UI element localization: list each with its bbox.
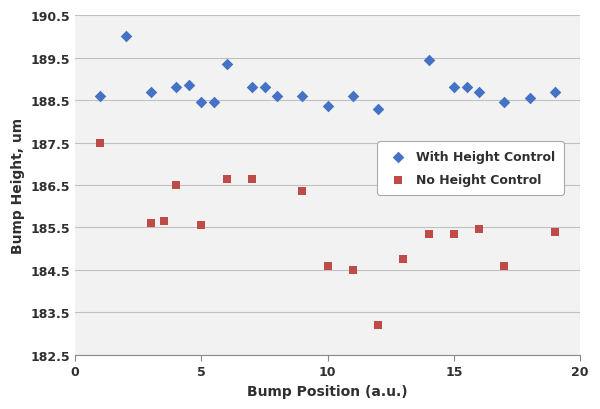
- With Height Control: [146, 89, 156, 96]
- With Height Control: [373, 106, 383, 112]
- No Height Control: [449, 231, 458, 238]
- No Height Control: [197, 222, 206, 228]
- With Height Control: [184, 83, 194, 89]
- X-axis label: Bump Position (a.u.): Bump Position (a.u.): [247, 384, 408, 398]
- With Height Control: [500, 100, 509, 106]
- With Height Control: [424, 57, 433, 64]
- With Height Control: [121, 34, 130, 40]
- With Height Control: [95, 93, 105, 100]
- Legend: With Height Control, No Height Control: With Height Control, No Height Control: [377, 142, 564, 195]
- With Height Control: [222, 61, 232, 68]
- No Height Control: [550, 229, 560, 236]
- No Height Control: [172, 182, 181, 189]
- No Height Control: [348, 267, 358, 274]
- No Height Control: [159, 218, 169, 225]
- No Height Control: [323, 263, 332, 270]
- With Height Control: [209, 100, 219, 106]
- No Height Control: [500, 263, 509, 270]
- With Height Control: [260, 85, 269, 91]
- With Height Control: [462, 85, 472, 91]
- With Height Control: [550, 89, 560, 96]
- No Height Control: [146, 220, 156, 227]
- With Height Control: [272, 93, 282, 100]
- No Height Control: [298, 189, 307, 195]
- With Height Control: [323, 104, 332, 110]
- With Height Control: [525, 95, 535, 102]
- No Height Control: [247, 176, 257, 182]
- No Height Control: [398, 256, 408, 263]
- With Height Control: [449, 85, 458, 91]
- No Height Control: [373, 322, 383, 329]
- With Height Control: [475, 89, 484, 96]
- No Height Control: [95, 140, 105, 146]
- With Height Control: [172, 85, 181, 91]
- With Height Control: [247, 85, 257, 91]
- No Height Control: [222, 176, 232, 182]
- With Height Control: [348, 93, 358, 100]
- With Height Control: [197, 100, 206, 106]
- With Height Control: [298, 93, 307, 100]
- No Height Control: [475, 226, 484, 232]
- No Height Control: [424, 231, 433, 238]
- Y-axis label: Bump Height, um: Bump Height, um: [11, 118, 25, 254]
